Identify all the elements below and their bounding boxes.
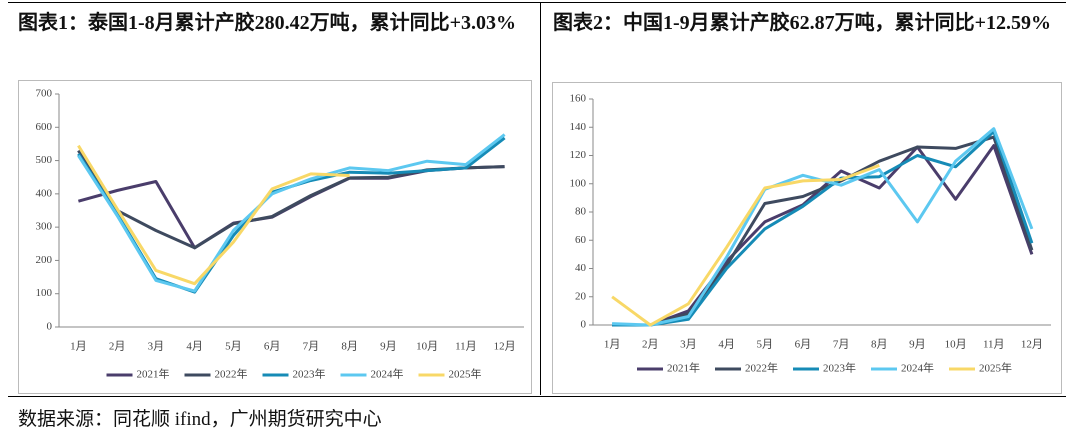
- y-tick-label: 400: [36, 187, 53, 199]
- y-tick-label: 100: [36, 287, 53, 299]
- x-tick-label: 1月: [604, 339, 621, 351]
- series-line: [77, 144, 350, 286]
- legend-label: 2022年: [215, 367, 248, 381]
- y-tick-label: 140: [570, 121, 587, 133]
- x-tick-label: 8月: [871, 339, 888, 351]
- y-tick-label: 100: [570, 177, 587, 189]
- y-tick-label: 0: [581, 319, 587, 331]
- series-line: [611, 163, 880, 327]
- x-tick-label: 4月: [718, 339, 735, 351]
- y-tick-label: 0: [47, 321, 53, 333]
- x-tick-label: 7月: [833, 339, 850, 351]
- chart: 0 20 40 60 80 100 120 140 160 1月 2月 3月 4月 5月 6月 7月 8月 9月 1…: [570, 93, 1051, 375]
- legend-label: 2025年: [979, 361, 1012, 375]
- x-tick-label: 4月: [186, 341, 203, 353]
- x-tick-label: 6月: [795, 339, 812, 351]
- x-tick-label: 12月: [1021, 339, 1043, 351]
- series-line: [77, 149, 505, 250]
- series-line: [612, 127, 1034, 327]
- x-tick-label: 2月: [109, 341, 126, 353]
- x-tick-label: 9月: [380, 341, 397, 353]
- x-tick-label: 12月: [494, 341, 516, 353]
- x-tick-label: 11月: [455, 341, 477, 353]
- legend-label: 2023年: [823, 361, 856, 375]
- x-tick-label: 3月: [680, 339, 697, 351]
- x-tick-label: 10月: [945, 339, 967, 351]
- x-tick-label: 7月: [303, 341, 320, 353]
- y-tick-label: 20: [575, 290, 587, 302]
- x-tick-label: 11月: [983, 339, 1005, 351]
- y-tick-label: 300: [36, 221, 53, 233]
- y-tick-label: 600: [36, 121, 53, 133]
- legend-label: 2021年: [137, 367, 170, 381]
- y-tick-label: 60: [575, 234, 587, 246]
- chart-box: 0 20 40 60 80 100 120 140 160 1月 2月 3月 4月 5月 6月 7月 8月 9月 1…: [552, 82, 1062, 394]
- x-tick-label: 10月: [416, 341, 438, 353]
- y-tick-label: 200: [36, 254, 53, 266]
- x-tick-label: 9月: [909, 339, 926, 351]
- series-line: [612, 135, 1034, 327]
- x-tick-label: 8月: [341, 341, 358, 353]
- legend-label: 2024年: [371, 367, 404, 381]
- legend-label: 2025年: [449, 367, 482, 381]
- legend-label: 2023年: [293, 367, 326, 381]
- x-tick-label: 3月: [148, 341, 165, 353]
- y-tick-label: 500: [36, 154, 53, 166]
- y-tick-label: 160: [570, 93, 587, 105]
- chart-box: 0 100 200 300 400 500 600 700 1月 2月 3月 4月 5月 6月 7月 8月 9月…: [18, 80, 532, 394]
- series-line: [612, 144, 1034, 327]
- chart-title: 图表2：中国1-9月累计产胶62.87万吨，累计同比+12.59%: [553, 12, 1052, 34]
- divider: [540, 3, 541, 395]
- y-tick-label: 120: [570, 149, 587, 161]
- y-tick-label: 700: [36, 88, 53, 100]
- legend-label: 2021年: [667, 361, 700, 375]
- legend-label: 2024年: [901, 361, 934, 375]
- source: 数据来源：同花顺 ifind，广州期货研究中心: [18, 409, 382, 430]
- x-tick-label: 5月: [225, 341, 242, 353]
- x-tick-label: 5月: [757, 339, 774, 351]
- x-tick-label: 1月: [70, 341, 87, 353]
- legend-label: 2022年: [745, 361, 778, 375]
- chart-title: 图表1：泰国1-8月累计产胶280.42万吨，累计同比+3.03%: [18, 12, 517, 34]
- x-tick-label: 2月: [642, 339, 659, 351]
- y-tick-label: 80: [575, 206, 587, 218]
- x-tick-label: 6月: [264, 341, 281, 353]
- series-line: [77, 133, 506, 293]
- chart: 0 100 200 300 400 500 600 700 1月 2月 3月 4月 5月 6月 7月 8月 9月…: [36, 88, 524, 381]
- series-line: [612, 130, 1034, 327]
- y-tick-label: 40: [575, 262, 587, 274]
- table-frame: [8, 2, 1066, 397]
